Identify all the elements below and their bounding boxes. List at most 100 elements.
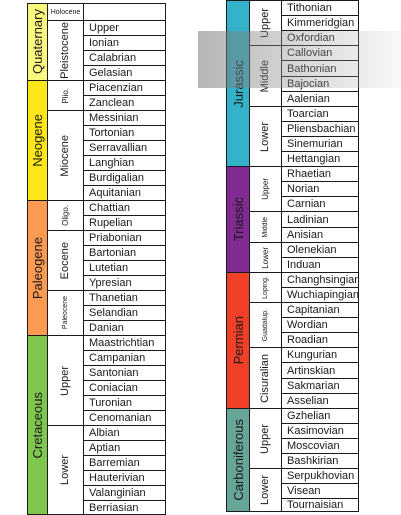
epoch-pleistocene-1: Pleistocene <box>47 20 84 81</box>
epoch-upper-r3-label: Upper <box>260 178 270 200</box>
stage-artinskian: Artinskian <box>281 362 359 379</box>
stage-kasimovian: Kasimovian <box>281 423 359 439</box>
stage-aquitanian-label: Aquitanian <box>89 187 141 199</box>
period-permian-label: Permian <box>230 316 246 365</box>
period-cretaceous: Cretaceous <box>27 335 48 515</box>
stage-sinemurian-label: Sinemurian <box>287 138 343 150</box>
stage-albian: Albian <box>83 425 166 441</box>
stage-hettangian-label: Hettangian <box>287 153 341 165</box>
period-neogene: Neogene <box>27 80 48 201</box>
epoch-upper-r3: Upper <box>249 166 282 212</box>
epoch-cisuralian-r8: Cisuralian <box>249 347 282 409</box>
stage-sakmarian: Sakmarian <box>281 378 359 394</box>
stage-induan-label: Induan <box>287 259 321 271</box>
period-permian: Permian <box>226 272 250 409</box>
stage-wuchiapingian-label: Wuchiapingian <box>287 289 359 301</box>
epoch-paleocene-6: Paleocene <box>47 290 84 336</box>
stage-olenekian-label: Olenekian <box>287 244 337 256</box>
stage-barremian: Barremian <box>83 455 166 471</box>
stage-berriasian-label: Berriasian <box>89 501 139 514</box>
stage-callovian-label: Callovian <box>287 47 333 59</box>
stage-zanclean-label: Zanclean <box>89 97 135 109</box>
epoch-miocene-3: Miocene <box>47 110 84 201</box>
stage-calabrian-label: Calabrian <box>89 52 137 64</box>
epoch-guadalup-r7: Guadalup. <box>249 302 282 348</box>
stage-lutetian: Lutetian <box>83 260 166 276</box>
stage-ypresian-label: Ypresian <box>89 277 132 289</box>
stage-visean-label: Visean <box>287 485 321 497</box>
epoch-plio-2: Plio. <box>47 80 84 111</box>
stage-bashkirian-label: Bashkirian <box>287 455 339 467</box>
stage-serpukhovian-label: Serpukhovian <box>287 470 355 482</box>
epoch-eocene-5: Eocene <box>47 230 84 291</box>
stage-serravallian: Serravallian <box>83 140 166 156</box>
stage-anisian-label: Anisian <box>287 229 324 241</box>
stage-gzhelian-label: Gzhelian <box>287 410 331 422</box>
epoch-lower-r5-label: Lower <box>260 246 270 269</box>
stage-turonian-label: Turonian <box>89 397 133 409</box>
stage-priabonian: Priabonian <box>83 230 166 246</box>
stage-ionian-label: Ionian <box>89 37 119 49</box>
stage-kasimovian-label: Kasimovian <box>287 425 344 437</box>
period-neogene-label: Neogene <box>30 114 45 167</box>
stage-pliensbachian-label: Pliensbachian <box>287 123 356 135</box>
stage-changhsingian: Changhsingian <box>281 272 359 288</box>
epoch-lower-r2-label: Lower <box>259 121 271 152</box>
stage-hauterivian: Hauterivian <box>83 470 166 486</box>
stage-wuchiapingian: Wuchiapingian <box>281 287 359 303</box>
stage-gelasian: Gelasian <box>83 65 166 81</box>
stage-langhian: Langhian <box>83 155 166 171</box>
period-triassic-label: Triassic <box>230 197 246 242</box>
stage-wordian-label: Wordian <box>287 319 328 331</box>
stage-chattian: Chattian <box>83 200 166 216</box>
stage-asselian-label: Asselian <box>287 395 329 407</box>
holocene-stage-blank <box>83 3 166 21</box>
stage-gelasian-label: Gelasian <box>89 67 133 79</box>
stage-ladinian: Ladinian <box>281 211 359 228</box>
stage-aalenian: Aalenian <box>281 91 359 107</box>
stage-zanclean: Zanclean <box>83 95 166 111</box>
epoch-lower-r2: Lower <box>249 106 282 167</box>
stage-piacenzian: Piacenzian <box>83 80 166 96</box>
stage-capitanian-label: Capitanian <box>287 304 340 316</box>
stage-danian: Danian <box>83 320 166 336</box>
stage-aalenian-label: Aalenian <box>287 93 330 105</box>
stage-priabonian-label: Priabonian <box>89 232 142 244</box>
epoch-loping-r6: Loping. <box>249 272 282 303</box>
epoch-oligo-4: Oligo. <box>47 200 84 231</box>
stage-valanginian-label: Valanginian <box>89 487 146 499</box>
epoch-eocene-5-label: Eocene <box>59 241 71 280</box>
stage-changhsingian-label: Changhsingian <box>287 274 359 286</box>
stage-aptian-label: Aptian <box>89 442 121 454</box>
stage-kungurian: Kungurian <box>281 347 359 363</box>
period-quaternary-label: Quaternary <box>30 9 45 75</box>
stage-norian: Norian <box>281 181 359 197</box>
epoch-middle-r4-label: Middle <box>262 216 269 238</box>
stage-roadian-label: Roadian <box>287 334 328 346</box>
stage-bartonian-label: Bartonian <box>89 247 137 259</box>
stage-serravallian-label: Serravallian <box>89 142 148 154</box>
stage-chattian-label: Chattian <box>89 202 130 214</box>
epoch-upper-r0-label: Upper <box>259 8 271 38</box>
epoch-lower-r10-label: Lower <box>259 475 271 505</box>
stage-burdigalian-label: Burdigalian <box>89 172 145 184</box>
stage-thanetian-label: Thanetian <box>89 292 138 304</box>
stage-selandian: Selandian <box>83 305 166 321</box>
epoch-upper-7-label: Upper <box>59 365 71 396</box>
stage-toarcian: Toarcian <box>281 106 359 122</box>
period-carboniferous-label: Carboniferous <box>230 419 246 501</box>
stage-wordian: Wordian <box>281 317 359 333</box>
stage-kimmeridgian: Kimmeridgian <box>281 15 359 31</box>
stage-valanginian: Valanginian <box>83 485 166 501</box>
stage-tortonian-label: Tortonian <box>89 127 135 139</box>
stage-induan: Induan <box>281 257 359 273</box>
stage-moscovian: Moscovian <box>281 438 359 454</box>
stage-bathonian-label: Bathonian <box>287 62 337 75</box>
stage-rupelian: Rupelian <box>83 215 166 231</box>
stage-oxfordian-label: Oxfordian <box>287 32 335 44</box>
stage-norian-label: Norian <box>287 183 320 195</box>
stage-ladinian-label: Ladinian <box>287 213 329 226</box>
epoch-upper-r9: Upper <box>249 408 282 469</box>
epoch-lower-8: Lower <box>47 425 84 515</box>
stage-piacenzian-label: Piacenzian <box>89 82 143 94</box>
